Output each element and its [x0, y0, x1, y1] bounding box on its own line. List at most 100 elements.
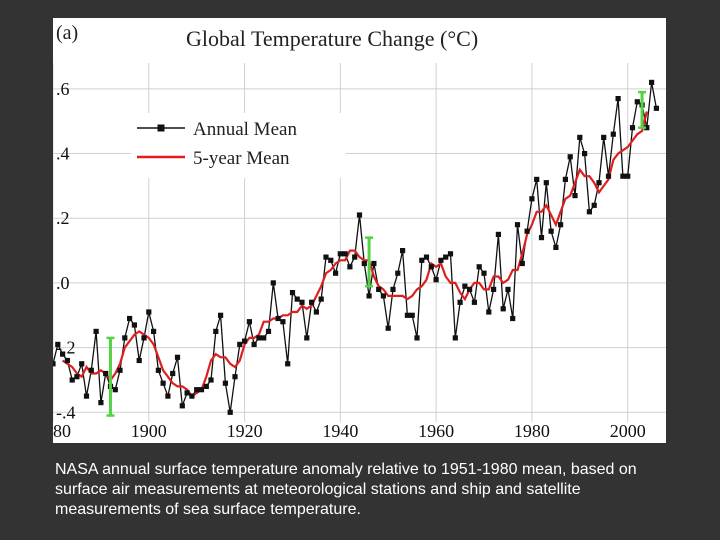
legend-5yr-label: 5-year Mean: [193, 148, 290, 169]
annual-mean-point: [304, 335, 310, 341]
annual-mean-point: [112, 387, 118, 393]
legend-annual-marker: [157, 124, 165, 132]
annual-mean-point: [452, 335, 458, 341]
annual-mean-point: [385, 325, 391, 331]
annual-mean-point: [414, 335, 420, 341]
annual-mean-point: [505, 286, 511, 292]
annual-mean-point: [601, 134, 607, 140]
annual-mean-point: [174, 354, 181, 360]
annual-mean-point: [160, 380, 166, 386]
annual-mean-point: [127, 315, 133, 322]
annual-mean-point: [69, 377, 75, 383]
annual-mean-point: [558, 222, 564, 228]
chart-card: (a) Global Temperature Change (°C) .6 .4.…: [53, 18, 666, 443]
annual-mean-point: [443, 254, 449, 260]
x-tick-label: 1900: [131, 421, 167, 441]
annual-mean-point: [261, 335, 267, 341]
annual-mean-point: [179, 403, 185, 409]
annual-mean-point: [256, 335, 262, 341]
annual-mean-point: [280, 319, 286, 325]
annual-mean-point: [438, 257, 444, 263]
annual-mean-point: [213, 328, 219, 334]
annual-mean-point: [447, 251, 454, 257]
annual-mean-point: [644, 125, 650, 131]
annual-mean-point: [60, 351, 66, 357]
annual-mean-point: [103, 370, 109, 377]
annual-mean-point: [567, 154, 573, 160]
annual-mean-point: [136, 357, 142, 364]
annual-mean-point: [318, 296, 324, 302]
annual-mean-point: [155, 367, 161, 373]
annual-mean-point: [409, 312, 415, 318]
annual-mean-point: [467, 286, 473, 292]
annual-mean-point: [203, 383, 209, 389]
annual-mean-point: [227, 409, 233, 415]
annual-mean-point: [548, 228, 554, 234]
annual-mean-point: [404, 312, 410, 318]
annual-mean-point: [289, 290, 296, 296]
annual-mean-point: [189, 393, 195, 399]
x-tick-label: 1940: [322, 421, 358, 441]
annual-mean-point: [471, 299, 477, 305]
annual-mean-point: [356, 212, 363, 218]
annual-mean-point: [634, 99, 640, 105]
annual-mean-point: [222, 380, 228, 386]
annual-mean-point: [562, 176, 568, 182]
annual-mean-point: [299, 299, 305, 305]
annual-mean-point: [323, 254, 329, 260]
annual-mean-point: [610, 131, 616, 137]
x-tick-label: 1880: [53, 421, 71, 441]
y-tick-label: .6: [56, 79, 70, 99]
legend-annual-label: Annual Mean: [193, 119, 297, 140]
annual-mean-point: [519, 260, 525, 267]
annual-mean-point: [428, 264, 434, 270]
annual-mean-point: [625, 173, 631, 179]
annual-mean-point: [433, 277, 439, 283]
annual-mean-point: [596, 180, 602, 186]
annual-mean-point: [400, 248, 406, 254]
annual-mean-point: [582, 151, 588, 157]
annual-mean-point: [93, 328, 99, 334]
annual-mean-point: [605, 173, 612, 179]
annual-mean-point: [246, 319, 252, 325]
annual-mean-point: [242, 338, 248, 344]
annual-mean-point: [462, 283, 468, 289]
annual-mean-point: [53, 361, 56, 367]
annual-mean-point: [491, 286, 497, 292]
annual-mean-point: [328, 257, 334, 263]
annual-mean-point: [184, 390, 190, 396]
annual-mean-point: [543, 180, 549, 186]
annual-mean-point: [88, 367, 94, 373]
annual-mean-point: [232, 374, 238, 380]
annual-mean-point: [524, 228, 530, 234]
annual-mean-point: [309, 299, 315, 305]
annual-mean-point: [500, 306, 506, 312]
annual-mean-point: [333, 270, 339, 276]
annual-mean-point: [481, 270, 487, 276]
annual-mean-point: [529, 196, 535, 202]
annual-mean-point: [74, 374, 80, 380]
annual-mean-point: [170, 370, 176, 377]
x-tick-label: 1960: [418, 421, 454, 441]
y-tick-label: .2: [56, 208, 70, 228]
chart-title: Global Temperature Change (°C): [186, 26, 478, 51]
figure-caption: NASA annual surface temperature anomaly …: [55, 461, 637, 518]
annual-mean-point: [366, 293, 372, 299]
annual-mean-point: [122, 335, 128, 341]
annual-mean-point: [538, 235, 545, 241]
annual-mean-point: [141, 335, 147, 341]
annual-mean-point: [352, 254, 358, 260]
annual-mean-point: [218, 312, 224, 318]
annual-mean-point: [342, 251, 348, 257]
annual-mean-point: [294, 296, 300, 302]
annual-mean-point: [534, 176, 540, 182]
legend: Annual Mean 5-year Mean: [131, 113, 346, 178]
annual-mean-point: [577, 134, 583, 140]
annual-mean-point: [586, 209, 592, 215]
uncertainty-bar: [638, 90, 647, 129]
annual-mean-point: [361, 260, 367, 267]
annual-mean-point: [265, 328, 272, 334]
annual-mean-point: [371, 260, 377, 267]
panel-label: (a): [56, 22, 78, 44]
annual-mean-point: [275, 315, 281, 322]
